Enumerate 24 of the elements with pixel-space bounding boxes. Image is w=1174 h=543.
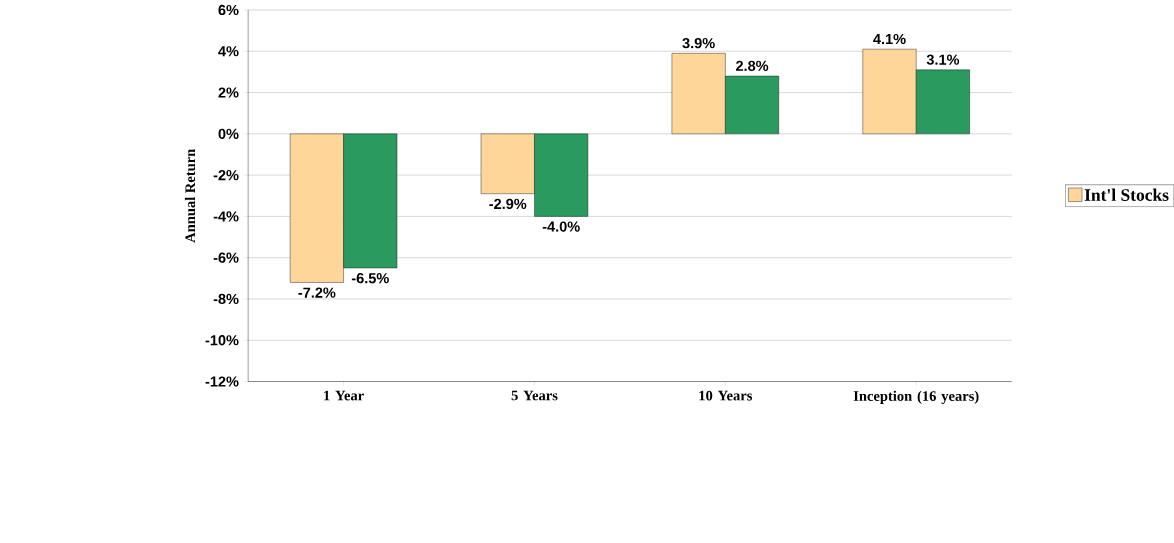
y-tick-label: -2% bbox=[213, 170, 239, 181]
y-tick-label: 6% bbox=[218, 5, 239, 16]
data-label: 3.1% bbox=[926, 54, 960, 66]
x-tick-label: 5 Years bbox=[511, 390, 558, 401]
x-tick-label: Inception (16 years) bbox=[853, 390, 979, 405]
y-tick-label: 2% bbox=[218, 87, 239, 98]
data-label: -6.5% bbox=[351, 273, 389, 284]
y-tick-label: -4% bbox=[213, 211, 239, 222]
y-tick-label: 4% bbox=[218, 46, 239, 57]
data-label: -7.2% bbox=[298, 287, 336, 298]
data-label: 4.1% bbox=[873, 34, 906, 45]
y-tick-label: -6% bbox=[213, 252, 239, 264]
data-label: 3.9% bbox=[682, 38, 715, 49]
y-tick-label: -8% bbox=[213, 294, 239, 305]
x-tick-label: 10 Years bbox=[699, 390, 753, 401]
data-label: -4.0% bbox=[542, 221, 580, 232]
y-tick-label: -10% bbox=[205, 335, 239, 346]
x-tick-label: 1 Year bbox=[324, 390, 364, 401]
data-label: -2.9% bbox=[489, 198, 527, 210]
y-tick-label: -12% bbox=[205, 376, 239, 387]
y-tick-label: 0% bbox=[218, 128, 239, 140]
legend-label: Int'l Stocks bbox=[1084, 188, 1169, 202]
y-axis-title: Annual Return bbox=[184, 149, 196, 243]
data-label: 2.8% bbox=[736, 60, 769, 72]
